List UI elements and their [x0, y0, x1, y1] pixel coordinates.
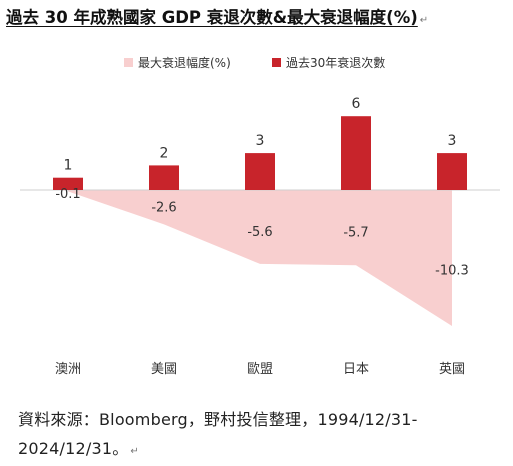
chart-title-text: 過去 30 年成熟國家 GDP 衰退次數&最大衰退幅度(%) — [6, 8, 418, 27]
bar-recessions-2 — [245, 153, 275, 190]
label-drawdown-2: -5.6 — [247, 225, 272, 240]
legend-swatch-drawdown — [124, 58, 133, 67]
label-drawdown-0: -0.1 — [55, 187, 80, 202]
bar-recessions-0 — [53, 177, 83, 190]
bar-recessions-1 — [149, 165, 179, 190]
paragraph-mark-icon: ↵ — [130, 446, 140, 457]
chart-svg: 最大衰退幅度(%) 過去30年衰退次數 1 2 3 6 3 -0.1 -2.6 -5.6 -5.… — [20, 55, 500, 377]
paragraph-mark-icon: ↵ — [419, 15, 429, 26]
label-drawdown-1: -2.6 — [151, 200, 176, 215]
label-recessions-3: 6 — [352, 96, 361, 112]
label-drawdown-3: -5.7 — [343, 226, 368, 241]
legend: 最大衰退幅度(%) 過去30年衰退次數 — [124, 55, 385, 70]
label-recessions-0: 1 — [64, 158, 73, 174]
legend-label-recessions: 過去30年衰退次數 — [286, 55, 385, 70]
label-recessions-2: 3 — [256, 133, 265, 149]
bar-recessions-3 — [341, 116, 371, 190]
label-recessions-4: 3 — [448, 133, 457, 149]
plot-area: 1 2 3 6 3 -0.1 -2.6 -5.6 -5.7 -10.3 澳洲 美國 歐盟 日本 英國 — [20, 96, 500, 377]
chart-title: 過去 30 年成熟國家 GDP 衰退次數&最大衰退幅度(%) ↵ — [6, 4, 428, 28]
source-line-2: 2024/12/31。 — [18, 439, 129, 458]
label-drawdown-4: -10.3 — [435, 263, 469, 278]
bar-recessions-4 — [437, 153, 467, 190]
category-label-4: 英國 — [439, 362, 465, 377]
legend-swatch-recessions — [272, 58, 281, 67]
category-label-1: 美國 — [151, 362, 177, 377]
category-label-3: 日本 — [343, 362, 369, 377]
category-label-0: 澳洲 — [55, 361, 81, 377]
label-recessions-1: 2 — [160, 145, 169, 161]
source-note: 資料來源：Bloomberg，野村投信整理，1994/12/31- 2024/1… — [18, 405, 513, 466]
category-label-2: 歐盟 — [247, 362, 273, 377]
legend-label-drawdown: 最大衰退幅度(%) — [138, 55, 231, 70]
drawdown-area — [68, 190, 452, 326]
source-line-1: 資料來源：Bloomberg，野村投信整理，1994/12/31- — [18, 410, 418, 429]
